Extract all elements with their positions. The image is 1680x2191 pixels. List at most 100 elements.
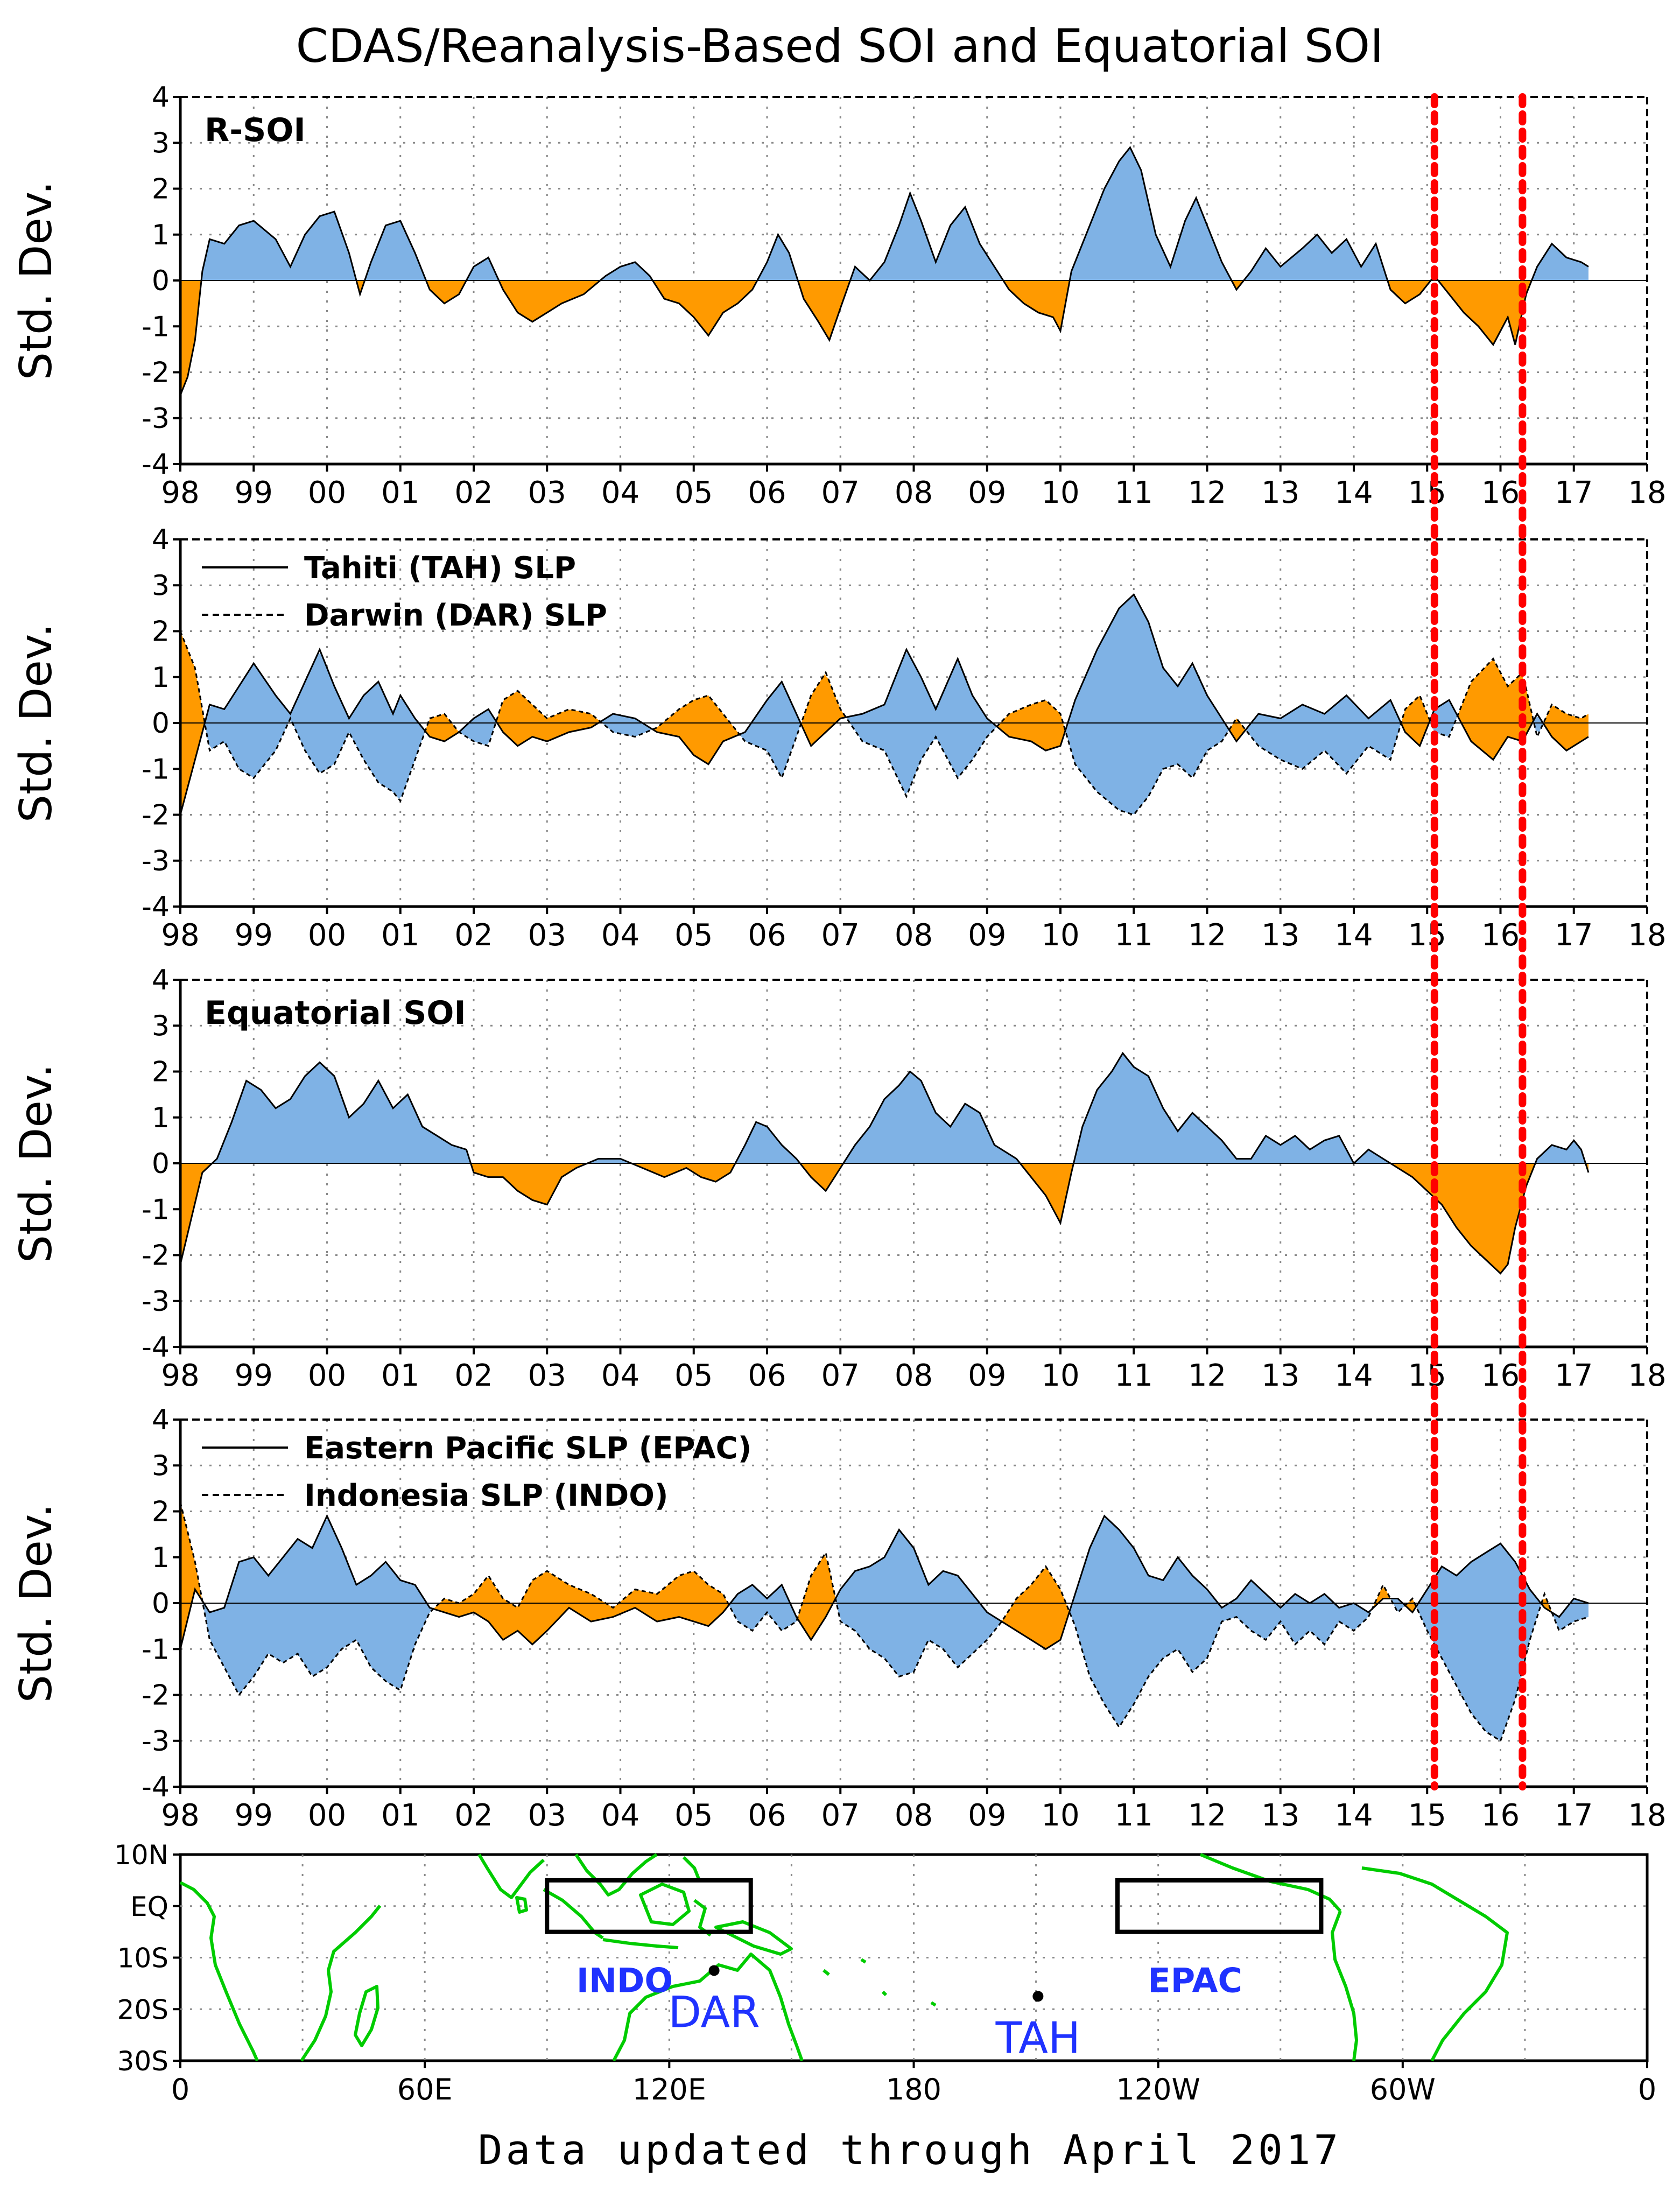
positive-fill	[843, 1071, 1021, 1163]
x-tick-label: 99	[235, 1358, 273, 1393]
negative-fill	[801, 674, 846, 745]
x-tick-label: 18	[1628, 918, 1666, 953]
y-tick-label: -4	[142, 891, 170, 923]
negative-fill	[652, 280, 757, 336]
y-tick-label: -4	[142, 1771, 170, 1803]
x-tick-label: 01	[381, 1358, 419, 1393]
y-tick-label: 4	[152, 964, 170, 996]
x-tick-label: 18	[1628, 475, 1666, 510]
y-axis-label: Std. Dev.	[11, 623, 62, 823]
negative-fill	[1390, 1163, 1536, 1274]
x-tick-label: 10	[1041, 1798, 1079, 1833]
x-tick-label: 00	[308, 1798, 346, 1833]
series-line	[179, 1514, 1589, 1651]
panel-label: R-SOI	[205, 111, 306, 149]
x-tick-label: 14	[1334, 475, 1373, 510]
x-tick-label: 07	[821, 1358, 860, 1393]
x-tick-label: 99	[235, 1798, 273, 1833]
y-tick-label: -3	[142, 1725, 170, 1758]
x-tick-label: 12	[1188, 1798, 1226, 1833]
x-tick-label: 15	[1408, 1798, 1446, 1833]
x-tick-label: 02	[454, 1798, 493, 1833]
coast-borneo	[639, 1883, 691, 1926]
area-fills	[180, 1053, 1588, 1274]
coast-india	[477, 1853, 545, 1899]
coast-south-america-west	[1331, 1910, 1358, 2061]
y-tick-label: -2	[142, 1680, 170, 1712]
grid	[180, 539, 1647, 907]
y-tick-label: -3	[142, 845, 170, 877]
x-tick-label: 03	[528, 1798, 566, 1833]
coast-africa-west	[179, 1881, 259, 2062]
x-tick-label: 14	[1334, 1798, 1373, 1833]
positive-fill	[1073, 1053, 1391, 1163]
x-tick-label: 12	[1188, 918, 1226, 953]
negative-fill	[798, 280, 850, 340]
x-tick-label: 13	[1261, 918, 1299, 953]
x-tick-label: 03	[528, 1358, 566, 1393]
x-tick-label: 14	[1334, 918, 1373, 953]
x-tick-label: 06	[748, 1798, 786, 1833]
x-tick-label: 09	[968, 918, 1006, 953]
grid	[180, 1420, 1647, 1787]
negative-fill	[356, 280, 365, 294]
map-axis: 0 60E 120E 180 120W 60W 0 10N EQ 10S 20S 30S	[114, 1839, 1656, 2106]
y-tick-label: 3	[152, 1010, 170, 1042]
x-tick-label: 08	[895, 1798, 933, 1833]
y-tick-label: 3	[152, 1450, 170, 1482]
positive-fill	[600, 714, 653, 737]
x-tick-label: 01	[381, 475, 419, 510]
map-lat-label: 30S	[117, 2046, 168, 2077]
coast-africa-east	[300, 1905, 382, 2062]
series-lines	[179, 1502, 1589, 1743]
coast-central-america	[1199, 1853, 1342, 1913]
negative-fill	[1020, 1163, 1074, 1223]
negative-fill	[433, 1571, 729, 1645]
x-tick-label: 98	[161, 475, 199, 510]
y-tick-label: 3	[152, 127, 170, 159]
y-tick-label: 0	[152, 1588, 170, 1620]
coast-philippines	[682, 1856, 701, 1883]
x-tick-label: 09	[968, 1798, 1006, 1833]
station-label: TAH	[995, 2013, 1081, 2063]
x-tick-label: 03	[528, 918, 566, 953]
x-tick-label: 11	[1115, 475, 1153, 510]
region-box	[545, 1878, 753, 1934]
y-tick-label: 0	[152, 265, 170, 297]
y-tick-label: -2	[142, 1240, 170, 1272]
x-tick-label: 98	[161, 918, 199, 953]
y-tick-label: 0	[152, 1148, 170, 1180]
negative-fill	[470, 1163, 588, 1205]
y-tick-label: -1	[142, 1193, 170, 1226]
x-tick-label: 05	[674, 918, 713, 953]
y-tick-label: -3	[142, 1286, 170, 1318]
x-tick-label: 98	[161, 1798, 199, 1833]
x-tick-label: 07	[821, 1798, 860, 1833]
negative-fill	[800, 1163, 843, 1191]
x-tick-label: 08	[895, 1358, 933, 1393]
y-tick-label: 4	[152, 1404, 170, 1436]
x-tick-label: 02	[454, 918, 493, 953]
x-tick-label: 18	[1628, 1358, 1666, 1393]
map-lon-label: 180	[886, 2073, 941, 2106]
negative-fill	[996, 700, 1066, 750]
series-line	[179, 593, 1589, 815]
y-tick-label: 2	[152, 173, 170, 206]
x-tick-label: 09	[968, 1358, 1006, 1393]
x-tick-label: 14	[1334, 1358, 1373, 1393]
figure-title: CDAS/Reanalysis-Based SOI and Equatorial…	[296, 19, 1384, 73]
region-box-label: EPAC	[1148, 1961, 1242, 2000]
coast-australia	[612, 1953, 804, 2062]
x-tick-label: 16	[1481, 475, 1520, 510]
positive-fill	[1535, 1140, 1586, 1163]
negative-fill	[1003, 280, 1070, 331]
x-tick-label: 08	[895, 475, 933, 510]
map-stations: DAR TAH	[668, 1965, 1080, 2063]
x-tick-label: 11	[1115, 918, 1153, 953]
x-tick-label: 00	[308, 918, 346, 953]
series-lines	[179, 145, 1589, 396]
